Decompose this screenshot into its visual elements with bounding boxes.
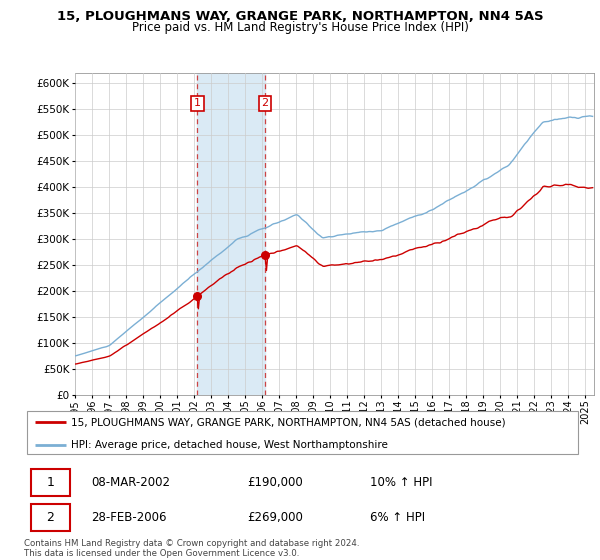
FancyBboxPatch shape: [31, 469, 70, 496]
FancyBboxPatch shape: [31, 503, 70, 531]
Bar: [197, 73, 265, 395]
Text: 15, PLOUGHMANS WAY, GRANGE PARK, NORTHAMPTON, NN4 5AS: 15, PLOUGHMANS WAY, GRANGE PARK, NORTHAM…: [56, 10, 544, 23]
Text: 1: 1: [194, 99, 201, 109]
Text: 28-FEB-2006: 28-FEB-2006: [91, 511, 166, 524]
FancyBboxPatch shape: [27, 411, 578, 454]
Text: £190,000: £190,000: [247, 476, 303, 489]
Text: HPI: Average price, detached house, West Northamptonshire: HPI: Average price, detached house, West…: [71, 440, 388, 450]
Text: 2: 2: [46, 511, 54, 524]
Text: Contains HM Land Registry data © Crown copyright and database right 2024.
This d: Contains HM Land Registry data © Crown c…: [24, 539, 359, 558]
Text: £269,000: £269,000: [247, 511, 303, 524]
Text: 6% ↑ HPI: 6% ↑ HPI: [370, 511, 425, 524]
Text: Price paid vs. HM Land Registry's House Price Index (HPI): Price paid vs. HM Land Registry's House …: [131, 21, 469, 34]
Text: 1: 1: [46, 476, 54, 489]
Text: 10% ↑ HPI: 10% ↑ HPI: [370, 476, 433, 489]
Text: 08-MAR-2002: 08-MAR-2002: [91, 476, 170, 489]
Text: 2: 2: [262, 99, 268, 109]
Text: 15, PLOUGHMANS WAY, GRANGE PARK, NORTHAMPTON, NN4 5AS (detached house): 15, PLOUGHMANS WAY, GRANGE PARK, NORTHAM…: [71, 417, 506, 427]
